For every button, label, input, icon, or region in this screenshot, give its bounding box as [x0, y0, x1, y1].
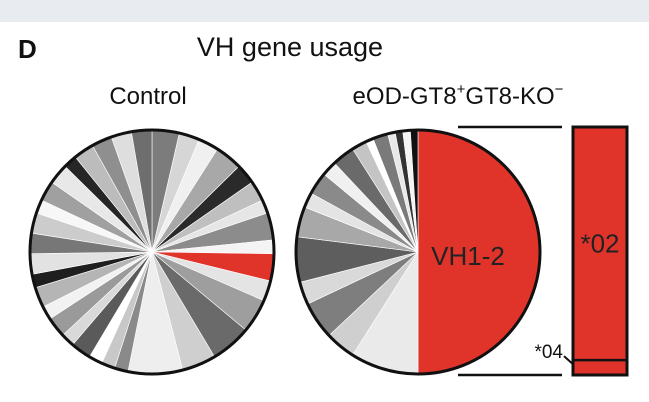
pie-eod	[294, 128, 542, 376]
pie-label-control: Control	[109, 83, 186, 110]
pie-label-eod-sup1: +	[457, 81, 466, 98]
control-outline	[28, 128, 276, 376]
pie-label-eod-part1: eOD-GT8	[353, 83, 457, 110]
panel-letter: D	[18, 34, 37, 64]
breakdown-label-04: *04	[534, 342, 563, 363]
vh1-2-slice-label: VH1-2	[431, 241, 505, 271]
pie-label-eod-part2: GT8-KO	[465, 83, 554, 110]
top-band	[0, 0, 649, 22]
breakdown-label-02: *02	[580, 229, 619, 259]
breakdown-bar: *02 *04	[534, 125, 629, 377]
pie-control	[28, 128, 276, 376]
breakdown-bar-fill	[571, 125, 629, 377]
pie-label-eod-sup2: −	[555, 81, 564, 98]
pie-label-eod: eOD-GT8+GT8-KO−	[353, 81, 564, 110]
breakdown-pointer	[563, 355, 575, 366]
chart-title: VH gene usage	[197, 32, 383, 62]
eod-outline	[294, 128, 542, 376]
